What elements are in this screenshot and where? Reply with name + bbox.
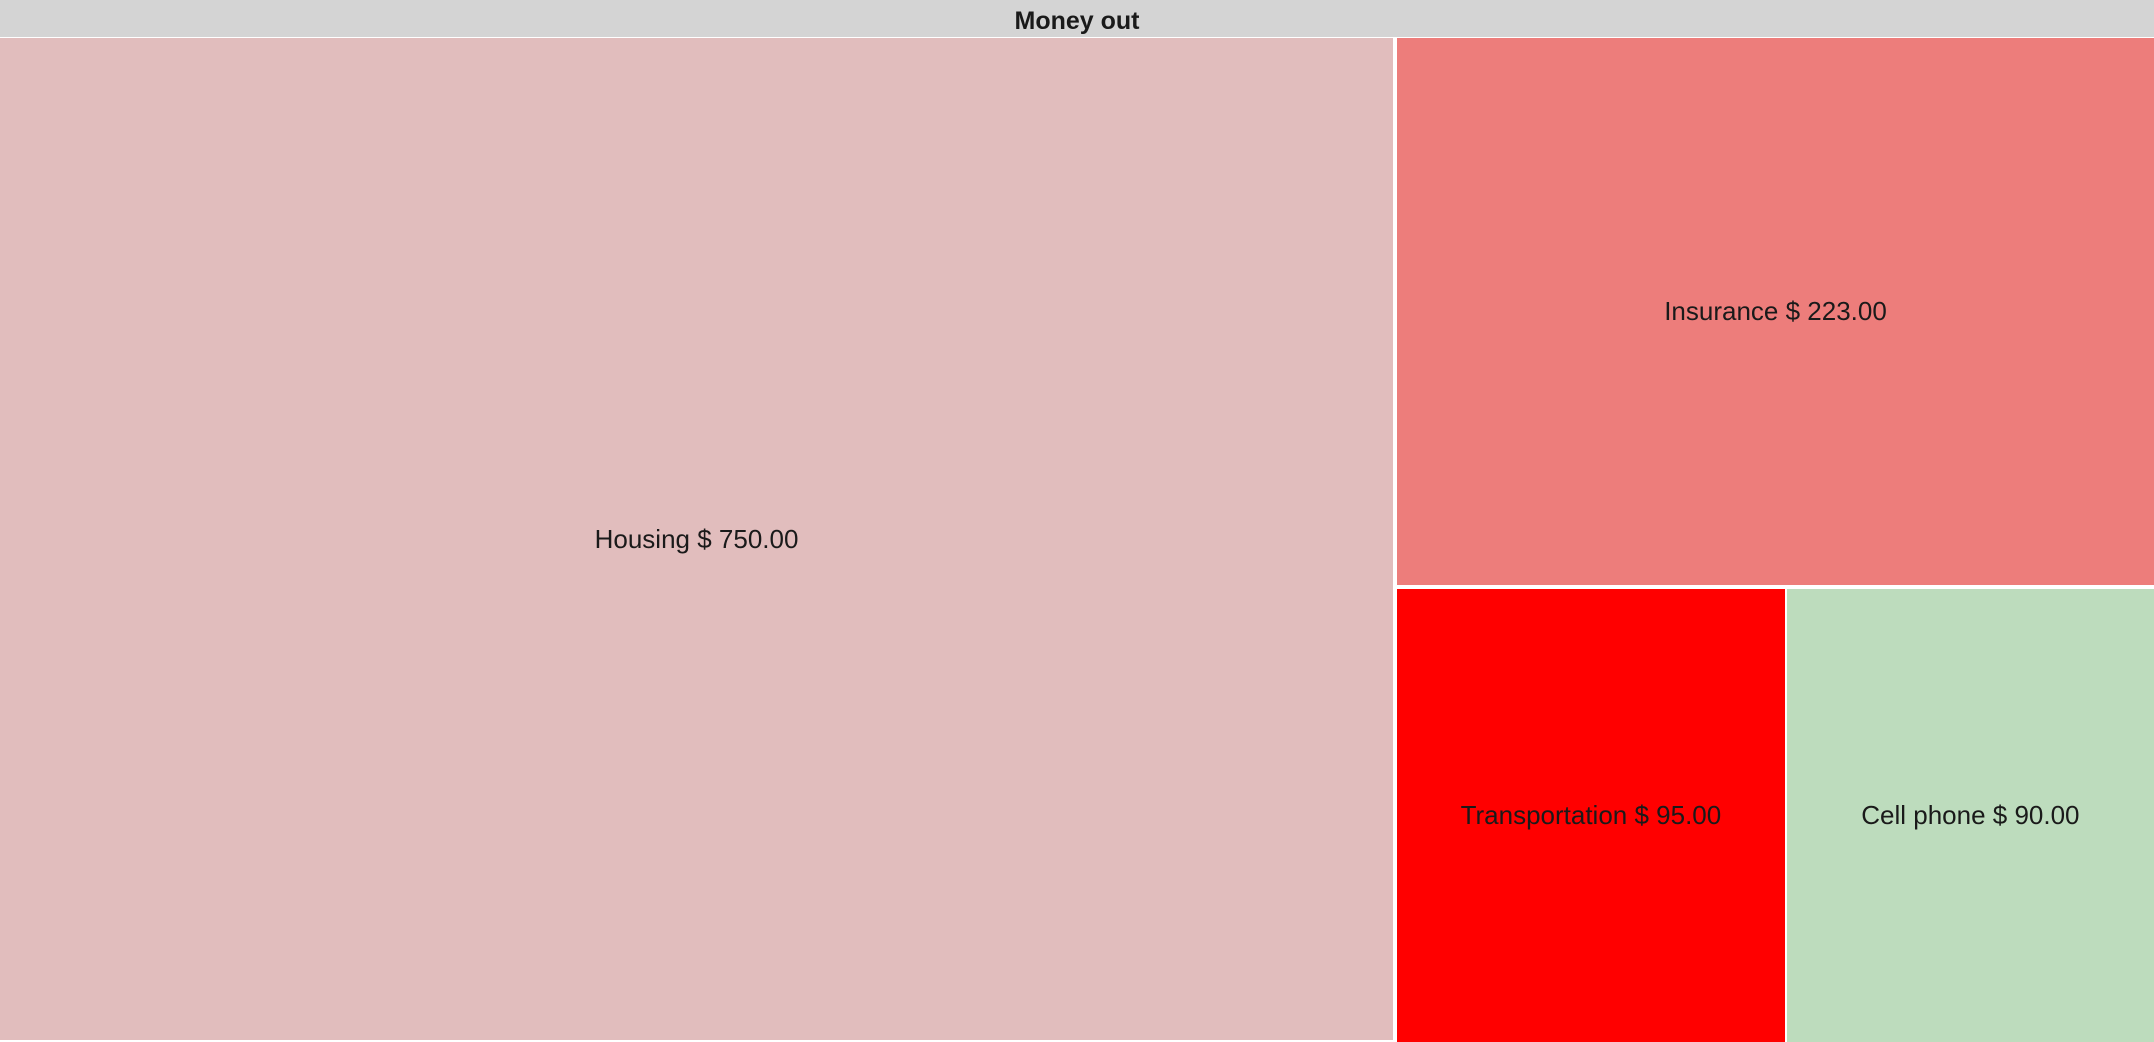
treemap-header[interactable] (0, 0, 2154, 37)
tile-cell-phone[interactable]: Cell phone $ 90.00 (1786, 588, 2154, 1042)
tile-label-housing: Housing $ 750.00 (594, 523, 799, 554)
tile-label-insurance: Insurance $ 223.00 (1664, 295, 1887, 326)
tile-transportation[interactable]: Transportation $ 95.00 (1397, 588, 1785, 1042)
tile-label-transportation: Transportation $ 95.00 (1460, 799, 1722, 830)
chart-title: Money out (1014, 7, 1140, 35)
tile-housing[interactable]: Housing $ 750.00 (0, 38, 1394, 1040)
tile-label-cell-phone: Cell phone $ 90.00 (1861, 799, 2080, 830)
tile-insurance[interactable]: Insurance $ 223.00 (1397, 38, 2154, 585)
